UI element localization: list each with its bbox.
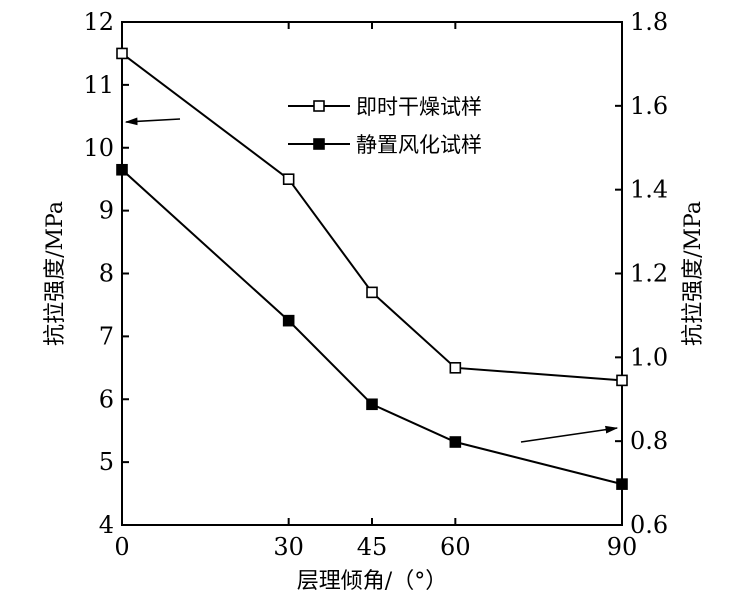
legend-label: 即时干燥试样 [356, 95, 482, 119]
series-layer [116, 47, 628, 490]
y-left-axis-title: 抗拉强度/MPa [43, 201, 68, 346]
y-left-tick-label: 11 [83, 71, 114, 99]
data-point [282, 314, 295, 327]
data-point [616, 374, 628, 387]
data-point [116, 47, 128, 60]
x-tick-label: 45 [357, 533, 388, 561]
y-left-tick-label: 4 [99, 511, 114, 539]
y-left-tick-label: 5 [99, 448, 114, 476]
annotations [124, 117, 619, 443]
data-point [282, 173, 295, 185]
data-point [449, 436, 462, 448]
y-right-axis-title: 抗拉强度/MPa [681, 201, 706, 346]
y-right-tick-label: 0.6 [630, 511, 668, 539]
y-left-tick-label: 10 [83, 134, 114, 162]
y-left-tick-label: 8 [99, 260, 114, 288]
x-tick-label: 60 [440, 533, 471, 561]
y-right-tick-label: 1.8 [630, 8, 668, 36]
data-point [366, 398, 378, 411]
data-point [616, 478, 628, 490]
legend-marker [313, 100, 325, 112]
arrow-to-left-axis [124, 117, 181, 126]
y-right-tick-label: 1.0 [630, 343, 668, 371]
data-point [449, 362, 462, 374]
arrow-to-right-axis [520, 425, 619, 443]
x-tick-label: 0 [114, 533, 129, 561]
x-tick-label: 90 [607, 533, 638, 561]
data-point [366, 286, 378, 299]
legend-marker [313, 138, 325, 150]
y-left-tick-label: 6 [99, 385, 114, 413]
y-right-tick-label: 0.8 [630, 427, 668, 455]
y-right-tick-label: 1.2 [630, 260, 668, 288]
series-line [121, 169, 623, 486]
data-point [116, 163, 128, 176]
y-right-tick-label: 1.6 [630, 92, 668, 120]
y-right-tick-label: 1.4 [630, 176, 668, 204]
y-left-tick-label: 12 [83, 8, 114, 36]
x-axis-title: 层理倾角/（°） [297, 569, 447, 594]
y-left-tick-label: 7 [99, 322, 114, 350]
ticks-layer: 0 30 45 60 904567891011120.60.81.01.21.41.61… [43, 8, 706, 594]
legend-label: 静置风化试样 [356, 133, 482, 157]
y-left-tick-label: 9 [99, 197, 114, 225]
x-tick-label: 30 [273, 533, 304, 561]
